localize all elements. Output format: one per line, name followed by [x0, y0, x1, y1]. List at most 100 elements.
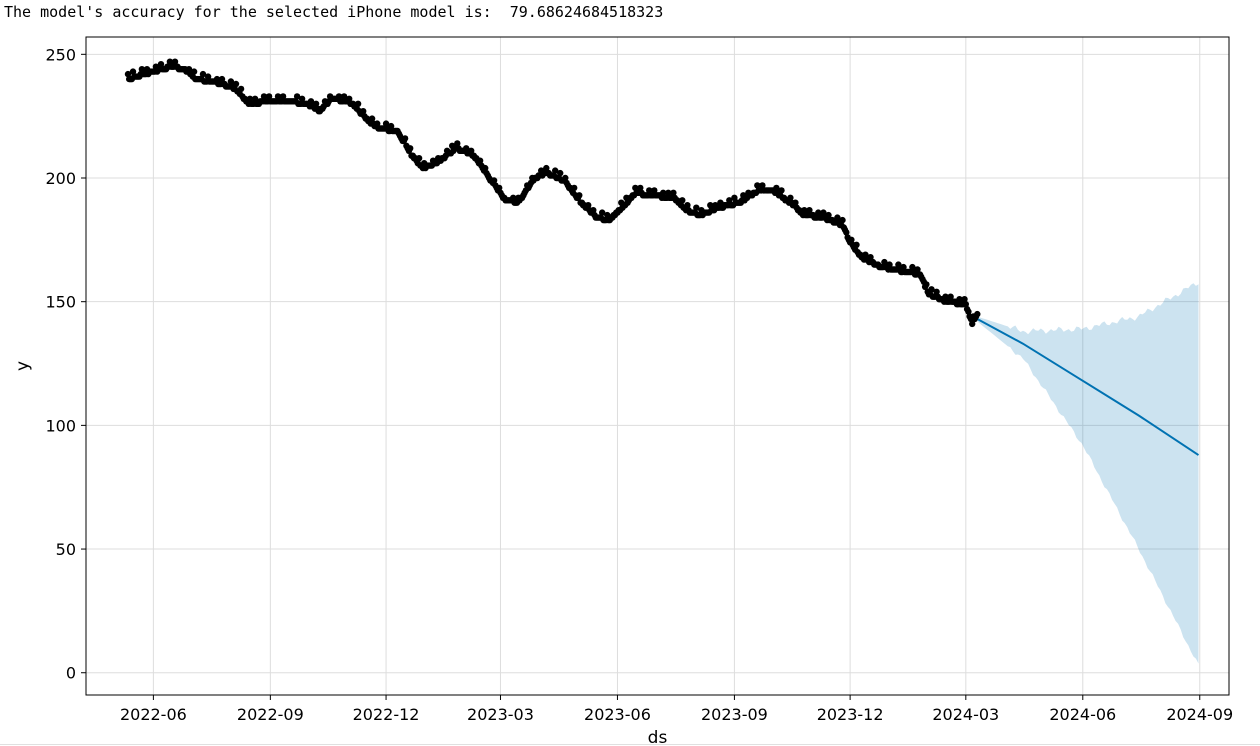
observed-point [482, 164, 489, 172]
x-tick-label: 2024-03 [932, 705, 999, 724]
observed-point [815, 209, 822, 216]
x-tick-label: 2023-09 [701, 705, 768, 724]
observed-point [543, 164, 550, 172]
observed-point [496, 184, 503, 192]
observed-point [862, 251, 869, 258]
x-tick-label: 2022-12 [353, 705, 420, 724]
x-tick-label: 2022-06 [120, 705, 187, 724]
observed-point [387, 122, 395, 130]
observed-point [726, 197, 733, 204]
observed-point [298, 95, 306, 103]
forecast-interval-area [977, 283, 1199, 664]
x-tick-label: 2023-12 [817, 705, 884, 724]
observed-point [490, 177, 498, 184]
x-tick-label: 2023-03 [467, 705, 534, 724]
observed-point [839, 216, 846, 224]
forecast-line [976, 318, 1200, 456]
observed-point [914, 266, 921, 273]
observed-point [843, 229, 850, 236]
observed-point [900, 263, 907, 271]
cell-divider [0, 744, 1260, 745]
observed-point [185, 66, 193, 73]
observed-point [759, 182, 766, 189]
observed-point [354, 100, 362, 108]
observed-point [974, 310, 981, 318]
y-tick-label: 50 [56, 540, 76, 559]
observed-point [415, 155, 423, 162]
observed-point [346, 95, 353, 103]
observed-point [407, 145, 414, 152]
observed-point [232, 80, 240, 88]
observed-point [382, 120, 390, 127]
observed-point [237, 85, 245, 93]
observed-point [335, 93, 343, 100]
observed-point [599, 209, 606, 216]
observed-point [360, 108, 367, 115]
observed-point [679, 197, 686, 204]
observed-point [307, 98, 315, 105]
observed-point [962, 301, 969, 308]
observed-point [670, 189, 677, 196]
observed-point [468, 147, 475, 154]
x-tick-label: 2022-09 [237, 705, 304, 724]
observed-point [886, 261, 893, 268]
x-axis-label: ds [648, 728, 668, 746]
observed-point [947, 293, 954, 300]
observed-point [265, 93, 273, 100]
observed-point [693, 204, 700, 211]
observed-point [773, 184, 780, 192]
observed-point [199, 70, 207, 78]
observed-point [731, 194, 738, 201]
observed-point [293, 93, 301, 100]
observed-point [754, 182, 761, 189]
x-axis-ticks: 2022-06 2022-09 2022-12 2023-03 2023-06 2023-… [120, 695, 1233, 724]
y-tick-label: 100 [45, 416, 76, 435]
observed-point [867, 254, 874, 261]
observed-point [942, 293, 949, 300]
observed-point [825, 211, 832, 219]
observed-point [171, 58, 179, 65]
observed-point [454, 140, 461, 147]
observed-point [806, 207, 813, 214]
observed-point [590, 207, 597, 214]
observed-point [190, 68, 198, 75]
observed-point [129, 68, 137, 75]
observed-point [933, 288, 940, 295]
observed-point [279, 93, 287, 100]
y-axis-ticks: 0 50 100 150 200 250 [45, 45, 86, 683]
y-tick-label: 200 [45, 169, 76, 188]
observed-point [571, 184, 578, 192]
observed-point [374, 120, 381, 127]
observed-point [251, 95, 259, 103]
observed-point [260, 93, 268, 100]
x-tick-label: 2024-06 [1049, 705, 1116, 724]
observed-point [928, 286, 935, 293]
observed-points [124, 58, 981, 328]
observed-point [274, 93, 282, 100]
confidence-interval-band [977, 283, 1199, 664]
observed-point [881, 258, 888, 266]
observed-point [787, 194, 794, 201]
observed-point [801, 207, 808, 214]
plot-frame [85, 36, 1230, 696]
observed-point [853, 241, 860, 248]
y-tick-label: 0 [66, 664, 76, 683]
observed-point [646, 187, 653, 194]
grid [86, 37, 1229, 695]
observed-point [956, 296, 963, 303]
observed-point [895, 261, 902, 268]
observed-point [340, 93, 348, 100]
observed-point [651, 187, 658, 194]
observed-point [965, 308, 972, 315]
observed-point [820, 209, 827, 216]
observed-point [166, 58, 174, 65]
x-tick-label: 2023-06 [584, 705, 651, 724]
observed-point [632, 184, 639, 192]
observed-point [476, 157, 484, 164]
observed-point [684, 202, 691, 209]
observed-point [665, 189, 672, 196]
observed-point [834, 214, 841, 221]
accuracy-output-text: The model's accuracy for the selected iP… [4, 3, 664, 21]
observed-point [510, 194, 517, 201]
